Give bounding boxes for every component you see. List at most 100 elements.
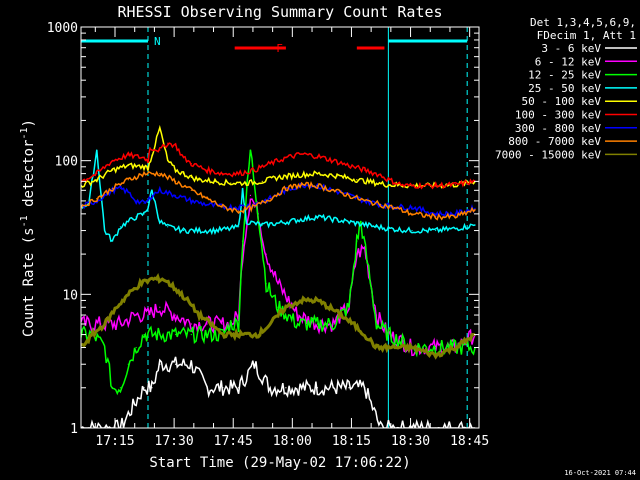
data-point <box>340 314 342 316</box>
timestamp: 16-Oct-2021 07:44 <box>564 469 636 477</box>
data-point <box>104 323 106 325</box>
data-point <box>454 346 456 349</box>
data-point <box>182 173 185 175</box>
data-point <box>127 164 129 167</box>
data-point <box>316 173 319 175</box>
legend-label-4: 25 - 50 keV <box>528 82 601 95</box>
data-point <box>332 323 334 325</box>
data-point <box>159 333 161 336</box>
data-point <box>222 387 224 389</box>
data-point <box>301 184 303 186</box>
data-point <box>241 240 244 242</box>
data-point <box>375 346 378 349</box>
data-point <box>119 323 122 325</box>
data-point <box>96 198 98 200</box>
data-point <box>348 164 350 167</box>
data-point <box>316 323 319 325</box>
series-line-1 <box>81 356 476 428</box>
data-point <box>360 221 362 223</box>
data-point <box>352 323 354 325</box>
data-point <box>474 224 476 226</box>
data-point <box>151 154 153 156</box>
data-point <box>119 226 122 228</box>
data-point <box>332 160 334 162</box>
data-point <box>190 200 192 202</box>
data-point <box>348 387 350 389</box>
data-point <box>316 155 319 157</box>
data-point <box>316 185 319 187</box>
data-point <box>230 228 232 230</box>
legend: Det 1,3,4,5,6,9, FDecim 1, Att 1 3 - 6 k… <box>495 16 637 161</box>
data-point <box>238 323 240 325</box>
data-point <box>249 149 252 151</box>
data-point <box>214 229 216 232</box>
data-point <box>435 213 437 215</box>
y-tick-label: 1 <box>70 422 78 437</box>
data-point <box>206 203 208 206</box>
data-point <box>364 333 366 336</box>
data-point <box>135 216 137 218</box>
data-point <box>316 299 319 302</box>
data-point <box>297 174 299 176</box>
data-point <box>163 278 165 280</box>
data-point <box>222 323 224 325</box>
data-point <box>147 167 149 169</box>
data-point <box>210 323 212 325</box>
data-point <box>174 314 177 316</box>
data-point <box>356 253 358 255</box>
data-point <box>454 228 456 230</box>
data-point <box>387 184 389 186</box>
data-point <box>127 363 129 365</box>
data-point <box>182 229 185 232</box>
data-point <box>127 179 129 181</box>
data-point <box>379 174 382 176</box>
data-point <box>277 176 279 178</box>
data-point <box>238 206 240 208</box>
data-point <box>159 127 161 129</box>
data-point <box>104 346 106 349</box>
data-point <box>348 194 350 196</box>
data-point <box>238 226 240 228</box>
data-point <box>375 182 378 184</box>
data-point <box>214 180 216 182</box>
data-point <box>104 229 106 232</box>
data-point <box>297 323 299 325</box>
data-point <box>143 202 145 204</box>
data-point <box>190 189 192 191</box>
data-point <box>206 387 208 389</box>
data-point <box>285 387 287 389</box>
data-point <box>245 182 248 184</box>
x-axis-label: Start Time (29-May-02 17:06:22) <box>149 455 410 471</box>
data-point <box>245 221 248 223</box>
data-point <box>190 333 192 336</box>
data-point <box>387 333 389 336</box>
legend-label-7: 300 - 800 keV <box>515 122 601 135</box>
data-point <box>115 306 118 308</box>
data-point <box>174 194 177 196</box>
data-point <box>174 363 177 365</box>
data-point <box>297 219 299 221</box>
data-point <box>364 387 366 389</box>
y-axis-label: Count Rate (s-1 detector-1) <box>19 119 37 337</box>
data-point <box>257 213 259 215</box>
data-point <box>119 387 122 389</box>
data-point <box>143 213 145 215</box>
x-tick-label: 17:45 <box>214 434 253 449</box>
series-2 <box>81 194 476 358</box>
data-point <box>454 184 456 186</box>
data-point <box>285 157 287 159</box>
data-point <box>375 226 378 228</box>
data-point <box>174 288 177 290</box>
data-point <box>316 387 319 389</box>
data-point <box>238 173 240 175</box>
data-point <box>234 333 236 336</box>
data-point <box>127 191 129 193</box>
data-point <box>100 323 102 325</box>
data-point <box>182 157 185 159</box>
data-point <box>198 179 200 181</box>
data-point <box>328 306 330 308</box>
data-point <box>241 189 244 191</box>
data-point <box>364 247 366 250</box>
data-point <box>336 175 338 177</box>
